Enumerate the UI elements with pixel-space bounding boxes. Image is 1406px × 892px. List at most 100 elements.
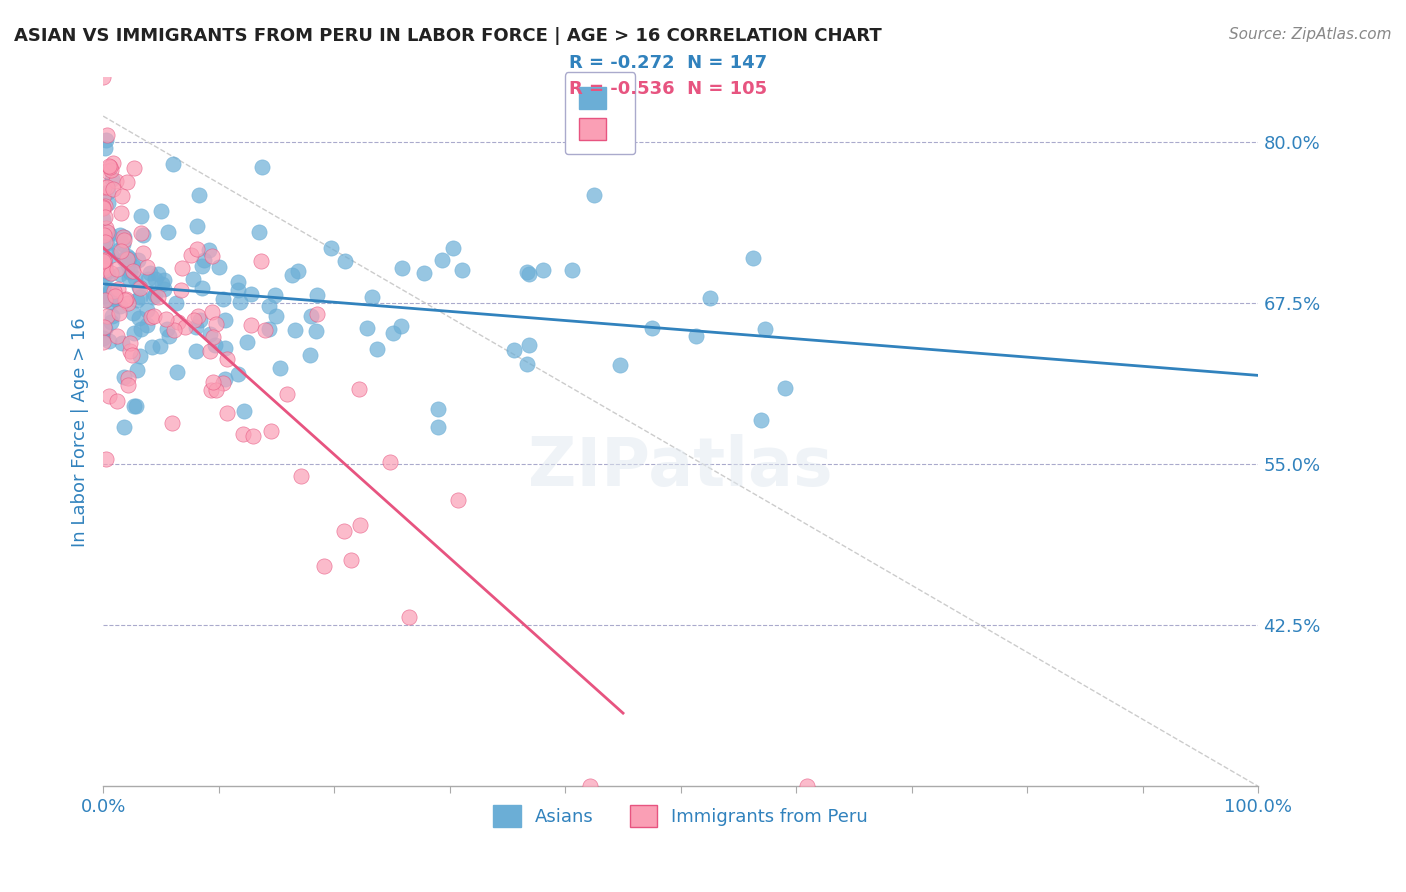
Asians (741, 251, 763, 265)
Immigrants from Peru (93, 252, 115, 267)
Immigrants from Peru (93, 263, 115, 277)
Immigrants from Peru (91, 334, 114, 349)
Asians (193, 253, 215, 268)
Asians (214, 341, 236, 355)
Asians (94, 322, 117, 336)
Asians (104, 292, 127, 306)
Asians (391, 260, 413, 275)
Text: Source: ZipAtlas.com: Source: ZipAtlas.com (1229, 27, 1392, 42)
Y-axis label: In Labor Force | Age > 16: In Labor Force | Age > 16 (72, 318, 89, 547)
Asians (98, 334, 121, 348)
Asians (685, 328, 707, 343)
Immigrants from Peru (232, 427, 254, 442)
Asians (91, 331, 114, 345)
Asians (582, 188, 605, 202)
Asians (281, 268, 304, 283)
Asians (96, 268, 118, 282)
Asians (366, 342, 388, 356)
Asians (153, 283, 176, 297)
Asians (561, 263, 583, 277)
Asians (108, 268, 131, 282)
Immigrants from Peru (183, 313, 205, 327)
Asians (129, 349, 152, 363)
Immigrants from Peru (201, 304, 224, 318)
Asians (128, 310, 150, 325)
Immigrants from Peru (93, 227, 115, 242)
Asians (125, 400, 148, 414)
Asians (208, 260, 231, 274)
Asians (502, 343, 524, 358)
Immigrants from Peru (117, 377, 139, 392)
Asians (117, 248, 139, 262)
Asians (100, 295, 122, 310)
Immigrants from Peru (242, 429, 264, 443)
Immigrants from Peru (91, 190, 114, 204)
Immigrants from Peru (91, 261, 114, 276)
Asians (97, 186, 120, 200)
Asians (284, 323, 307, 337)
Asians (426, 401, 449, 416)
Asians (413, 266, 436, 280)
Immigrants from Peru (98, 160, 121, 174)
Immigrants from Peru (200, 384, 222, 398)
Immigrants from Peru (305, 307, 328, 321)
Asians (94, 140, 117, 154)
Immigrants from Peru (120, 344, 142, 359)
Immigrants from Peru (96, 163, 118, 178)
Asians (264, 309, 287, 323)
Asians (198, 243, 221, 257)
Asians (319, 241, 342, 255)
Asians (775, 381, 797, 395)
Immigrants from Peru (103, 285, 125, 299)
Asians (91, 236, 114, 251)
Immigrants from Peru (117, 371, 139, 385)
Asians (96, 235, 118, 250)
Legend: Asians, Immigrants from Peru: Asians, Immigrants from Peru (486, 797, 876, 834)
Immigrants from Peru (115, 292, 138, 306)
Immigrants from Peru (212, 376, 235, 390)
Asians (299, 309, 322, 323)
Immigrants from Peru (114, 293, 136, 307)
Asians (122, 400, 145, 414)
Immigrants from Peru (314, 559, 336, 574)
Immigrants from Peru (93, 180, 115, 194)
Asians (641, 320, 664, 334)
Asians (426, 420, 449, 434)
Text: R = -0.536  N = 105: R = -0.536 N = 105 (569, 80, 768, 98)
Asians (91, 212, 114, 227)
Asians (118, 271, 141, 285)
Immigrants from Peru (163, 323, 186, 337)
Asians (754, 322, 776, 336)
Asians (112, 369, 135, 384)
Immigrants from Peru (135, 260, 157, 274)
Immigrants from Peru (198, 344, 221, 359)
Immigrants from Peru (141, 310, 163, 324)
Immigrants from Peru (217, 351, 239, 366)
Immigrants from Peru (108, 306, 131, 320)
Asians (128, 280, 150, 294)
Immigrants from Peru (107, 262, 129, 277)
Immigrants from Peru (117, 296, 139, 310)
Asians (112, 420, 135, 434)
Immigrants from Peru (132, 246, 155, 260)
Immigrants from Peru (94, 221, 117, 235)
Immigrants from Peru (250, 254, 273, 268)
Immigrants from Peru (93, 258, 115, 272)
Text: R = -0.272  N = 147: R = -0.272 N = 147 (569, 54, 768, 71)
Asians (236, 335, 259, 350)
Immigrants from Peru (100, 266, 122, 280)
Asians (143, 288, 166, 302)
Asians (91, 288, 114, 302)
Asians (381, 326, 404, 341)
Asians (516, 357, 538, 371)
Immigrants from Peru (94, 210, 117, 224)
Immigrants from Peru (104, 174, 127, 188)
Asians (132, 228, 155, 243)
Asians (204, 338, 226, 352)
Asians (93, 258, 115, 272)
Immigrants from Peru (91, 253, 114, 268)
Asians (257, 322, 280, 336)
Immigrants from Peru (96, 128, 118, 142)
Immigrants from Peru (204, 317, 226, 331)
Immigrants from Peru (180, 247, 202, 261)
